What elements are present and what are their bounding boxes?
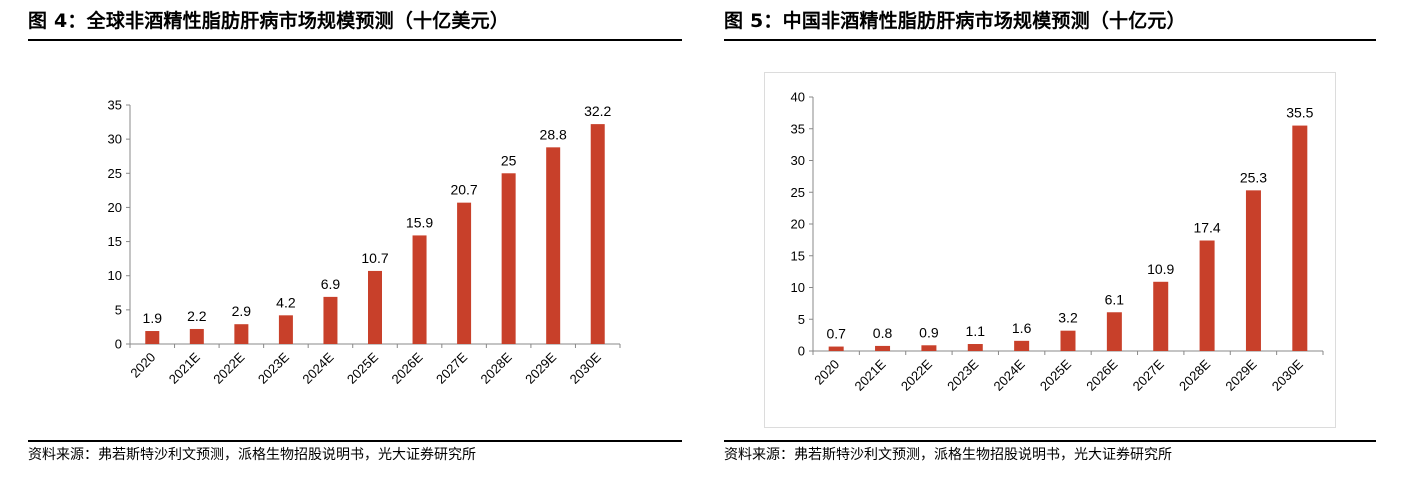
- bar-chart-global: 0 5 10 15 20 25 30 35 1.9 2020 2.2 2021E 2.9 2022E 4.2…: [108, 98, 621, 387]
- x-tick-label: 2028E: [1176, 356, 1213, 393]
- bar-chart-china: 0 5 10 15 20 25 30 35 40 0.7 2020 0.8 2021E 0.9 2022E 1…: [791, 90, 1324, 394]
- bar: [1060, 330, 1076, 351]
- x-tick-label: 2025E: [344, 349, 381, 386]
- y-tick-label: 10: [791, 280, 805, 295]
- x-tick-label: 2027E: [1130, 356, 1167, 393]
- source-divider: [28, 440, 682, 442]
- chart-area: 0 5 10 15 20 25 30 35 40 0.7 2020 0.8 2021E 0.9 2022E 1…: [764, 72, 1336, 428]
- data-label: 2.2: [187, 308, 207, 324]
- bar: [828, 346, 844, 351]
- data-label: 25: [501, 152, 517, 168]
- data-label: 25.3: [1240, 169, 1267, 185]
- data-label: 1.1: [966, 323, 986, 339]
- y-tick-label: 10: [108, 268, 122, 283]
- bar: [546, 147, 561, 344]
- bar: [1153, 281, 1169, 351]
- y-tick-label: 5: [115, 302, 122, 317]
- bar: [412, 235, 427, 344]
- bar: [1014, 340, 1030, 351]
- x-tick-label: 2025E: [1037, 356, 1074, 393]
- figure-title: 图 5：中国非酒精性脂肪肝病市场规模预测（十亿元）: [724, 10, 1186, 32]
- y-tick-label: 35: [791, 121, 805, 136]
- source-divider: [724, 440, 1376, 442]
- x-tick-label: 2026E: [1083, 356, 1120, 393]
- y-tick-label: 35: [108, 98, 122, 113]
- x-tick-label: 2027E: [433, 349, 470, 386]
- data-label: 3.2: [1058, 310, 1078, 326]
- bar: [921, 345, 937, 351]
- bar: [189, 328, 204, 344]
- x-tick-label: 2026E: [388, 349, 425, 386]
- x-tick-label: 2029E: [522, 349, 559, 386]
- x-tick-label: 2029E: [1222, 356, 1259, 393]
- bar: [501, 173, 516, 344]
- data-label: 10.7: [361, 250, 388, 266]
- bar: [457, 202, 472, 344]
- data-label: 20.7: [450, 182, 477, 198]
- bar: [1106, 312, 1122, 351]
- x-tick-label: 2020: [811, 357, 842, 388]
- x-tick-label: 2030E: [567, 349, 604, 386]
- data-label: 6.1: [1105, 291, 1125, 307]
- title-divider: [28, 39, 682, 41]
- x-tick-label: 2024E: [299, 349, 336, 386]
- data-label: 10.9: [1147, 261, 1174, 277]
- x-tick-label: 2023E: [255, 349, 292, 386]
- data-label: 2.9: [232, 303, 252, 319]
- data-label: 35.5: [1286, 105, 1313, 121]
- source-note: 资料来源：弗若斯特沙利文预测，派格生物招股说明书，光大证券研究所: [724, 447, 1172, 463]
- figure-title: 图 4：全球非酒精性脂肪肝病市场规模预测（十亿美元）: [28, 10, 510, 32]
- bar: [1245, 190, 1261, 351]
- data-label: 17.4: [1193, 220, 1220, 236]
- y-tick-label: 25: [108, 166, 122, 181]
- y-tick-label: 15: [108, 234, 122, 249]
- bar: [278, 315, 293, 344]
- data-label: 1.6: [1012, 320, 1032, 336]
- bar: [590, 124, 605, 344]
- chart-panel-global: 图 4：全球非酒精性脂肪肝病市场规模预测（十亿美元） 0 5 10 15 20 25 30 3…: [28, 0, 682, 486]
- data-label: 6.9: [321, 276, 341, 292]
- data-label: 1.9: [143, 310, 163, 326]
- x-tick-label: 2023E: [944, 356, 981, 393]
- y-tick-label: 20: [108, 200, 122, 215]
- y-tick-label: 25: [791, 185, 805, 200]
- x-tick-label: 2021E: [166, 349, 203, 386]
- chart-panel-china: 图 5：中国非酒精性脂肪肝病市场规模预测（十亿元） 0 5 10 15 20 25 30 35…: [724, 0, 1376, 486]
- chart-area: 0 5 10 15 20 25 30 35 1.9 2020 2.2 2021E 2.9 2022E 4.2…: [68, 72, 640, 428]
- x-tick-label: 2021E: [851, 356, 888, 393]
- bar: [1292, 125, 1308, 351]
- x-tick-label: 2022E: [210, 349, 247, 386]
- data-label: 32.2: [584, 103, 611, 119]
- y-tick-label: 40: [791, 90, 805, 105]
- y-tick-label: 0: [798, 344, 805, 359]
- y-tick-label: 20: [791, 217, 805, 232]
- x-tick-label: 2022E: [898, 356, 935, 393]
- title-divider: [724, 39, 1376, 41]
- data-label: 15.9: [406, 214, 433, 230]
- x-tick-label: 2020: [127, 350, 158, 381]
- x-tick-label: 2028E: [478, 349, 515, 386]
- bar: [145, 331, 160, 344]
- y-tick-label: 30: [791, 153, 805, 168]
- data-label: 0.8: [873, 325, 893, 341]
- bar: [368, 270, 382, 344]
- data-label: 0.7: [826, 326, 846, 342]
- bar: [1199, 240, 1215, 351]
- bar: [323, 296, 338, 344]
- bar: [967, 344, 983, 351]
- x-tick-label: 2030E: [1269, 356, 1306, 393]
- source-note: 资料来源：弗若斯特沙利文预测，派格生物招股说明书，光大证券研究所: [28, 447, 476, 463]
- bar: [234, 324, 249, 344]
- y-tick-label: 15: [791, 248, 805, 263]
- y-tick-label: 0: [115, 337, 122, 352]
- bar: [875, 345, 891, 351]
- data-label: 0.9: [919, 324, 939, 340]
- data-label: 28.8: [540, 126, 567, 142]
- data-label: 4.2: [276, 294, 296, 310]
- y-tick-label: 5: [798, 312, 805, 327]
- y-tick-label: 30: [108, 132, 122, 147]
- x-tick-label: 2024E: [991, 356, 1028, 393]
